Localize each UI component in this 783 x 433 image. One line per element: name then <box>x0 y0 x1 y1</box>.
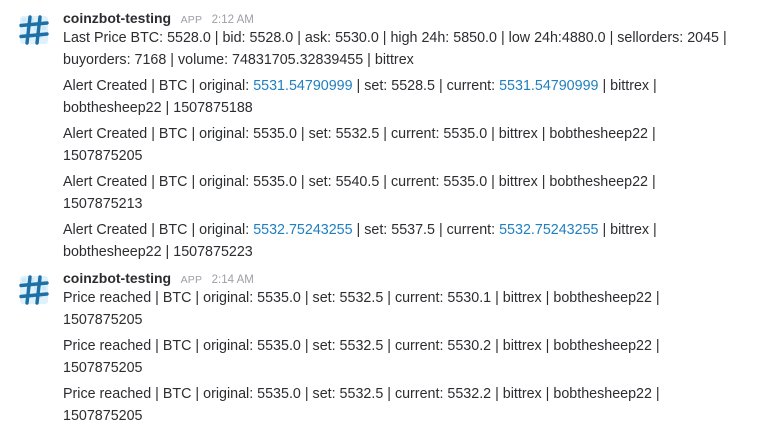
message-header: coinzbot-testing APP 2:14 AM <box>63 269 765 287</box>
message-text: Alert Created | BTC | original: 5535.0 |… <box>63 123 765 167</box>
text-segment: | set: 5537.5 | current: <box>352 222 500 238</box>
message-line: buyorders: 7168 | volume: 74831705.32839… <box>63 52 414 68</box>
message-text: Alert Created | BTC | original: 5535.0 |… <box>63 171 765 215</box>
message-text: Price reached | BTC | original: 5535.0 |… <box>63 287 765 331</box>
app-badge: APP <box>180 274 203 286</box>
message-line: bobthesheep22 | 1507875223 <box>63 244 253 260</box>
message-line: 1507875213 <box>63 196 143 212</box>
text-segment: Alert Created | BTC | original: <box>63 222 254 238</box>
message-line: Alert Created | BTC | original: 5532.752… <box>63 219 765 241</box>
message-text: Last Price BTC: 5528.0 | bid: 5528.0 | a… <box>63 27 765 71</box>
message-line: Price reached | BTC | original: 5535.0 |… <box>63 338 660 354</box>
number-link[interactable]: 5531.54790999 <box>499 78 599 94</box>
hash-avatar-icon <box>19 15 49 45</box>
message-line: Alert Created | BTC | original: 5535.0 |… <box>63 126 656 142</box>
number-link[interactable]: 5531.54790999 <box>253 78 353 94</box>
message-text: Alert Created | BTC | original: 5532.752… <box>63 219 765 263</box>
message-line: bobthesheep22 | 1507875188 <box>63 100 253 116</box>
author-name[interactable]: coinzbot-testing <box>63 270 172 286</box>
message-content: coinzbot-testing APP 2:14 AM Price reach… <box>63 269 765 431</box>
message-line: Last Price BTC: 5528.0 | bid: 5528.0 | a… <box>63 30 727 46</box>
message-text: Alert Created | BTC | original: 5531.547… <box>63 75 765 119</box>
number-link[interactable]: 5532.75243255 <box>253 222 353 238</box>
text-segment: | bittrex | <box>598 222 657 238</box>
author-name[interactable]: coinzbot-testing <box>63 10 172 26</box>
message-text: Price reached | BTC | original: 5535.0 |… <box>63 383 765 427</box>
text-segment: | set: 5528.5 | current: <box>352 78 500 94</box>
message-header: coinzbot-testing APP 2:12 AM <box>63 9 765 27</box>
message-line: 1507875205 <box>63 408 143 424</box>
message-text: Price reached | BTC | original: 5535.0 |… <box>63 335 765 379</box>
timestamp[interactable]: 2:14 AM <box>211 274 254 286</box>
message-line: 1507875205 <box>63 148 143 164</box>
app-badge: APP <box>180 14 203 26</box>
timestamp[interactable]: 2:12 AM <box>211 14 254 26</box>
number-link[interactable]: 5532.75243255 <box>499 222 599 238</box>
message-line: Price reached | BTC | original: 5535.0 |… <box>63 290 660 306</box>
text-segment: | bittrex | <box>598 78 657 94</box>
message-line: 1507875205 <box>63 360 143 376</box>
message-line: Alert Created | BTC | original: 5535.0 |… <box>63 174 656 190</box>
message-content: coinzbot-testing APP 2:12 AM Last Price … <box>63 9 765 267</box>
message-line: Alert Created | BTC | original: 5531.547… <box>63 75 765 97</box>
message-line: 1507875205 <box>63 312 143 328</box>
bot-avatar[interactable] <box>16 272 52 308</box>
message-line: Price reached | BTC | original: 5535.0 |… <box>63 386 660 402</box>
hash-avatar-icon <box>19 275 49 305</box>
bot-avatar[interactable] <box>16 12 52 48</box>
text-segment: Alert Created | BTC | original: <box>63 78 254 94</box>
